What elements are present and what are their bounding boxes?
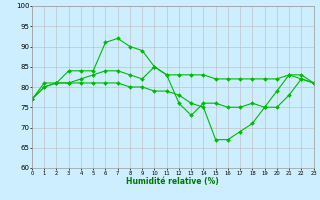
- X-axis label: Humidité relative (%): Humidité relative (%): [126, 177, 219, 186]
